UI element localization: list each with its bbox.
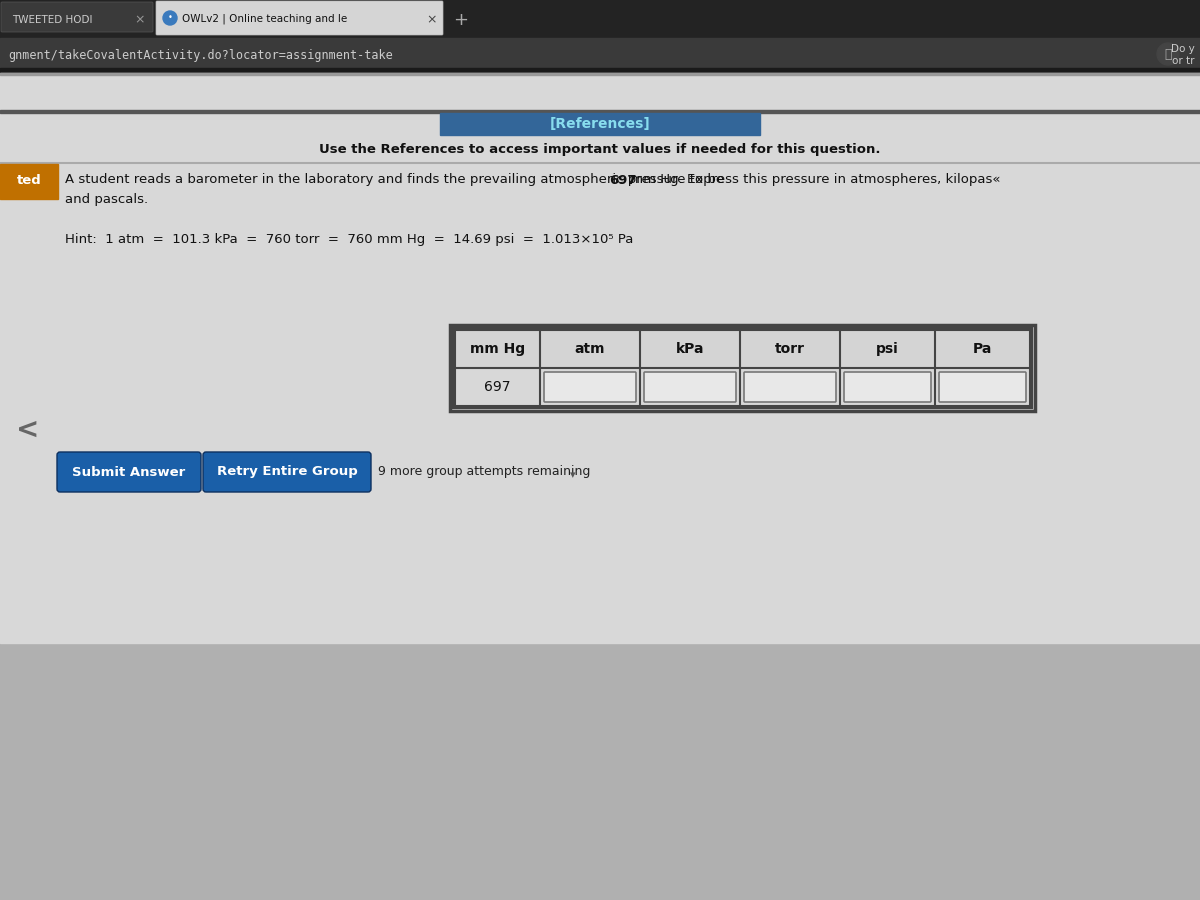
FancyBboxPatch shape	[1, 2, 154, 32]
Text: TWEETED HODI: TWEETED HODI	[12, 15, 92, 25]
Text: kPa: kPa	[676, 342, 704, 356]
Text: [References]: [References]	[550, 117, 650, 131]
FancyBboxPatch shape	[203, 452, 371, 492]
Text: ▾: ▾	[570, 470, 576, 480]
Text: •: •	[168, 14, 173, 22]
Text: Do y
or tr: Do y or tr	[1171, 44, 1195, 66]
Text: ted: ted	[17, 175, 41, 187]
Bar	[0, 38, 1200, 70]
FancyBboxPatch shape	[156, 1, 443, 35]
Bar	[455, 368, 1030, 406]
Circle shape	[1157, 43, 1178, 65]
FancyBboxPatch shape	[940, 372, 1026, 402]
Bar	[0, 68, 1200, 73]
Text: +: +	[454, 11, 468, 29]
Text: Use the References to access important values if needed for this question.: Use the References to access important v…	[319, 143, 881, 157]
Text: ×: ×	[427, 14, 437, 26]
Bar	[0, 110, 1200, 113]
Text: torr: torr	[775, 342, 805, 356]
Text: 697: 697	[608, 174, 636, 186]
Text: psi: psi	[876, 342, 899, 356]
FancyBboxPatch shape	[844, 372, 931, 402]
Text: mm Hg. Express this pressure in atmospheres, kilopas«: mm Hg. Express this pressure in atmosphe…	[625, 174, 1000, 186]
Bar	[0, 0, 1200, 38]
Text: Retry Entire Group: Retry Entire Group	[217, 465, 358, 479]
Text: atm: atm	[575, 342, 605, 356]
Circle shape	[163, 11, 178, 25]
Bar	[440, 113, 760, 135]
Text: ×: ×	[134, 14, 145, 26]
Text: and pascals.: and pascals.	[65, 194, 148, 206]
Text: mm Hg: mm Hg	[470, 342, 526, 356]
Bar	[455, 330, 1030, 368]
Text: Submit Answer: Submit Answer	[72, 465, 186, 479]
FancyBboxPatch shape	[544, 372, 636, 402]
FancyBboxPatch shape	[644, 372, 736, 402]
Bar	[0, 73, 1200, 75]
FancyBboxPatch shape	[744, 372, 836, 402]
Text: Ⓞ: Ⓞ	[1164, 48, 1171, 60]
Text: OWLv2 | Online teaching and le: OWLv2 | Online teaching and le	[182, 14, 347, 24]
Text: Hint:  1 atm  =  101.3 kPa  =  760 torr  =  760 mm Hg  =  14.69 psi  =  1.013×10: Hint: 1 atm = 101.3 kPa = 760 torr = 760…	[65, 233, 634, 247]
Bar	[454, 328, 1032, 408]
Text: 697: 697	[485, 380, 511, 394]
Bar	[0, 164, 58, 199]
Bar	[0, 643, 1200, 900]
Text: 9 more group attempts remaining: 9 more group attempts remaining	[378, 465, 590, 479]
Text: Pa: Pa	[973, 342, 992, 356]
Bar	[450, 325, 1034, 411]
Text: gnment/takeCovalentActivity.do?locator=assignment-take: gnment/takeCovalentActivity.do?locator=a…	[8, 49, 392, 61]
Bar	[0, 73, 1200, 643]
FancyBboxPatch shape	[58, 452, 202, 492]
Text: A student reads a barometer in the laboratory and finds the prevailing atmospher: A student reads a barometer in the labor…	[65, 174, 728, 186]
Text: <: <	[16, 416, 40, 444]
